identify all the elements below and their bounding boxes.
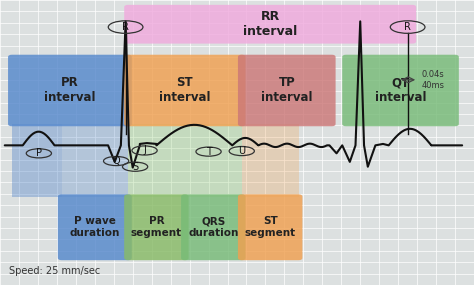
FancyBboxPatch shape [8, 55, 132, 126]
FancyBboxPatch shape [181, 194, 246, 260]
Text: Q: Q [112, 156, 120, 166]
Text: S: S [132, 162, 138, 172]
FancyBboxPatch shape [58, 194, 132, 260]
Text: RR
interval: RR interval [243, 10, 297, 38]
Text: Speed: 25 mm/sec: Speed: 25 mm/sec [9, 266, 100, 276]
FancyBboxPatch shape [238, 194, 302, 260]
Polygon shape [242, 124, 299, 197]
Text: P: P [36, 148, 42, 158]
Text: PR
interval: PR interval [44, 76, 96, 105]
Text: TP
interval: TP interval [261, 76, 312, 105]
FancyBboxPatch shape [124, 55, 246, 126]
Text: R: R [404, 22, 411, 32]
Text: PR
segment: PR segment [131, 217, 182, 238]
Polygon shape [12, 124, 62, 197]
Text: QT
interval: QT interval [375, 76, 426, 105]
Text: J: J [143, 145, 146, 156]
Text: R: R [122, 22, 129, 32]
Text: T: T [206, 146, 211, 157]
FancyBboxPatch shape [342, 55, 459, 126]
Text: QRS
duration: QRS duration [188, 217, 238, 238]
Polygon shape [12, 124, 128, 197]
FancyBboxPatch shape [124, 5, 416, 44]
Text: 0.04s
40ms: 0.04s 40ms [421, 70, 445, 89]
Text: U: U [238, 146, 246, 156]
Text: ST
interval: ST interval [159, 76, 210, 105]
FancyBboxPatch shape [124, 194, 189, 260]
Text: P wave
duration: P wave duration [70, 217, 120, 238]
Polygon shape [128, 124, 242, 197]
Text: ST
segment: ST segment [245, 217, 296, 238]
FancyBboxPatch shape [238, 55, 336, 126]
